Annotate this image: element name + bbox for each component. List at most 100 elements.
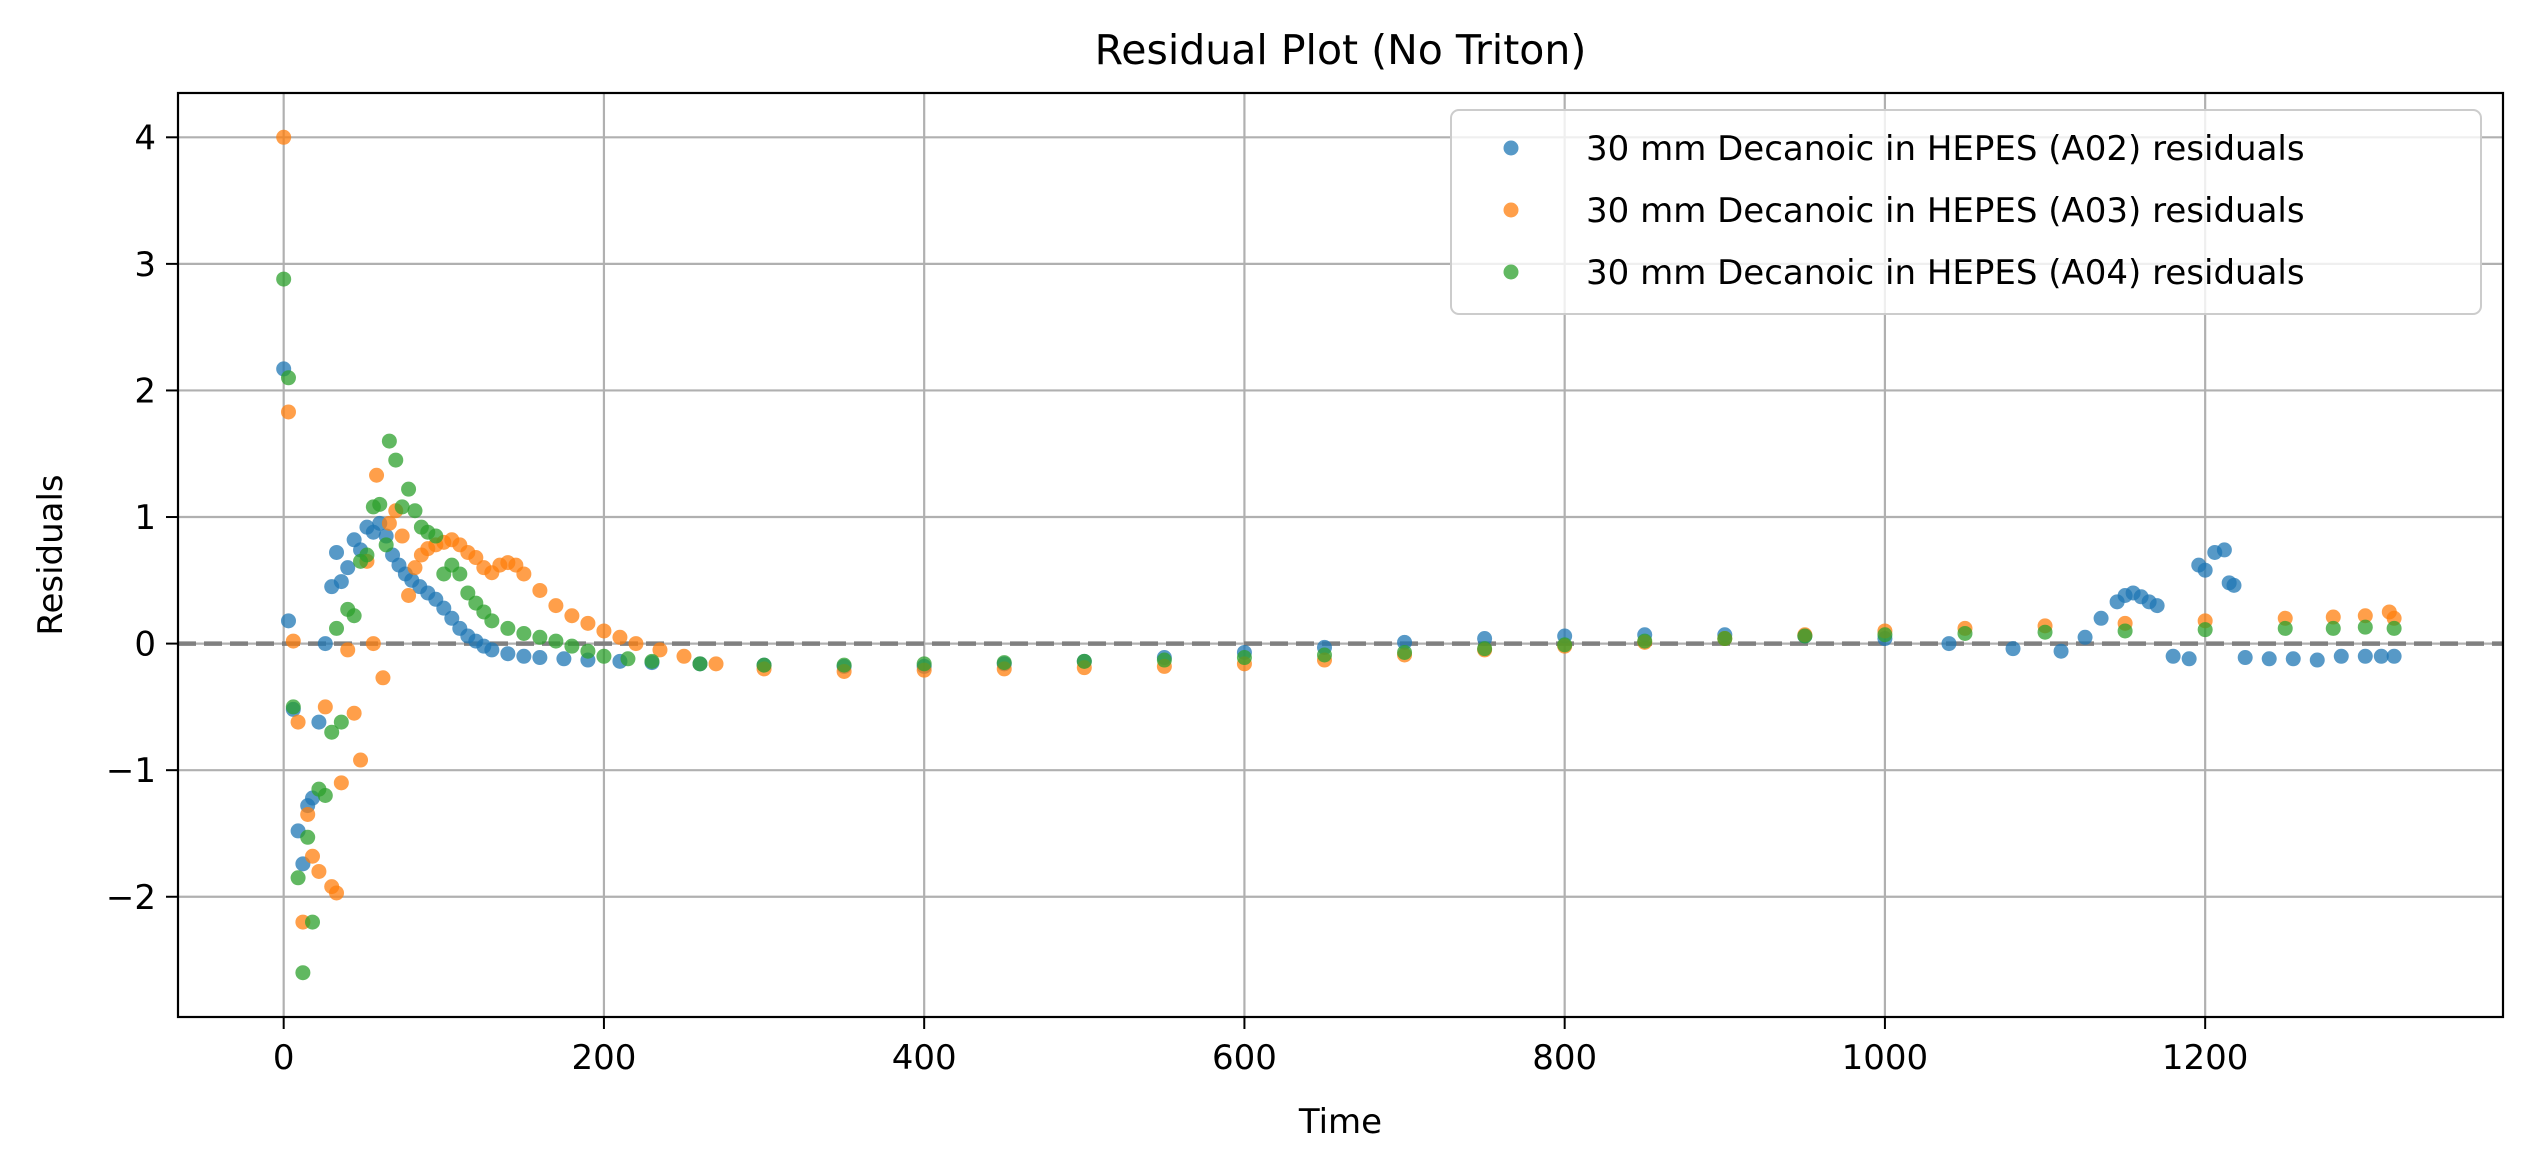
- data-point: [580, 643, 596, 659]
- data-point: [394, 528, 410, 544]
- data-point: [548, 633, 564, 649]
- data-point: [484, 642, 500, 658]
- data-point: [1717, 631, 1733, 647]
- data-point: [2165, 648, 2181, 664]
- legend-box: [1450, 109, 2482, 315]
- data-point: [280, 613, 296, 629]
- data-point: [500, 620, 516, 636]
- data-point: [428, 528, 444, 544]
- points-layer: [276, 129, 2402, 981]
- y-tick-label: 4: [134, 118, 156, 158]
- data-point: [369, 467, 385, 483]
- data-point: [407, 560, 423, 576]
- data-point: [676, 648, 692, 664]
- data-point: [365, 636, 381, 652]
- data-point: [359, 547, 375, 563]
- x-tick-label: 400: [892, 1038, 957, 1078]
- data-point: [1156, 652, 1172, 668]
- data-point: [2325, 609, 2341, 625]
- data-point: [346, 608, 362, 624]
- y-tick-label: 0: [134, 625, 156, 665]
- data-point: [708, 656, 724, 672]
- y-tick-label: −2: [106, 878, 156, 918]
- data-point: [468, 550, 484, 566]
- legend-entry: 30 mm Decanoic in HEPES (A03) residuals: [1586, 191, 2305, 231]
- data-point: [596, 623, 612, 639]
- data-point: [2181, 651, 2197, 667]
- data-point: [2309, 652, 2325, 668]
- data-point: [340, 642, 356, 658]
- data-point: [280, 370, 296, 386]
- data-point: [2325, 620, 2341, 636]
- data-point: [2149, 598, 2165, 614]
- data-point: [1957, 625, 1973, 641]
- data-point: [556, 651, 572, 667]
- data-point: [2226, 577, 2242, 593]
- data-point: [305, 914, 321, 930]
- data-point: [381, 433, 397, 449]
- data-point: [290, 870, 306, 886]
- data-point: [329, 885, 345, 901]
- data-point: [996, 655, 1012, 671]
- data-point: [2261, 651, 2277, 667]
- data-point: [333, 714, 349, 730]
- data-point: [1076, 653, 1092, 669]
- data-point: [280, 404, 296, 420]
- legend: 30 mm Decanoic in HEPES (A02) residuals 3…: [1450, 109, 2482, 315]
- data-point: [2386, 648, 2402, 664]
- data-point: [916, 656, 932, 672]
- data-point: [295, 965, 311, 981]
- y-axis-label: Residuals: [31, 474, 71, 635]
- data-point: [2077, 629, 2093, 645]
- data-point: [516, 566, 532, 582]
- chart-title: Residual Plot (No Triton): [1095, 26, 1587, 74]
- data-point: [372, 496, 388, 512]
- y-tick-label: 2: [134, 371, 156, 411]
- data-point: [1877, 627, 1893, 643]
- series-2-points: [276, 271, 2402, 981]
- data-point: [311, 863, 327, 879]
- legend-entry: 30 mm Decanoic in HEPES (A02) residuals: [1586, 129, 2305, 169]
- data-point: [1637, 633, 1653, 649]
- data-point: [375, 670, 391, 686]
- data-point: [1316, 647, 1332, 663]
- data-point: [2117, 623, 2133, 639]
- data-point: [329, 620, 345, 636]
- data-point: [452, 566, 468, 582]
- data-point: [317, 699, 333, 715]
- data-point: [317, 787, 333, 803]
- data-point: [2237, 650, 2253, 666]
- data-point: [285, 633, 301, 649]
- x-axis-label: Time: [1298, 1102, 1382, 1142]
- data-point: [2197, 562, 2213, 578]
- data-point: [2285, 651, 2301, 667]
- data-point: [290, 714, 306, 730]
- data-point: [333, 574, 349, 590]
- data-point: [300, 806, 316, 822]
- data-point: [340, 560, 356, 576]
- legend-entry: 30 mm Decanoic in HEPES (A04) residuals: [1586, 253, 2305, 293]
- data-point: [346, 705, 362, 721]
- data-point: [305, 848, 321, 864]
- data-point: [564, 608, 580, 624]
- data-point: [276, 129, 292, 145]
- data-point: [2277, 620, 2293, 636]
- legend-marker: [1503, 202, 1519, 218]
- data-point: [532, 629, 548, 645]
- data-point: [516, 625, 532, 641]
- data-point: [311, 714, 327, 730]
- data-point: [401, 481, 417, 497]
- data-point: [378, 537, 394, 553]
- data-point: [317, 636, 333, 652]
- data-point: [2373, 648, 2389, 664]
- data-point: [532, 650, 548, 666]
- data-point: [444, 610, 460, 626]
- x-tick-label: 1200: [2162, 1038, 2249, 1078]
- data-point: [1236, 650, 1252, 666]
- data-point: [460, 585, 476, 601]
- data-point: [2357, 619, 2373, 635]
- y-tick-label: 1: [134, 498, 156, 538]
- data-point: [2357, 608, 2373, 624]
- data-point: [2386, 620, 2402, 636]
- x-tick-label: 600: [1212, 1038, 1277, 1078]
